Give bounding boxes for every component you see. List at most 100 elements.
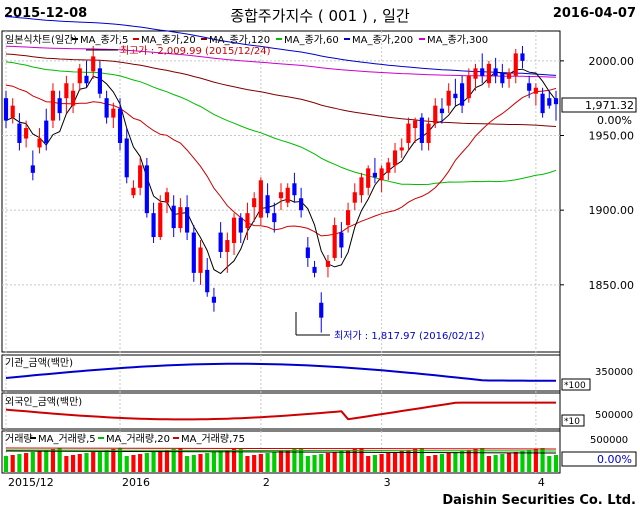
candle-body (433, 105, 438, 124)
legend-item: MA_종가,200 (352, 34, 413, 46)
volume-bar (205, 453, 210, 472)
candle-body (413, 120, 418, 129)
candle-body (292, 183, 297, 196)
candle-body (285, 187, 290, 203)
ma-line-200 (5, 16, 557, 76)
candle-body (225, 240, 230, 252)
volume-bar (527, 450, 532, 472)
candle-body (379, 168, 384, 181)
volume-bar (406, 450, 411, 472)
candle-body (372, 172, 377, 178)
candle-body (446, 90, 451, 106)
volume-bar (419, 448, 424, 472)
volume-change-box (561, 451, 637, 467)
volume-legend-item: 거래량 (5, 433, 33, 445)
volume-bar (352, 449, 357, 472)
candle-body (97, 68, 102, 94)
candle-body (164, 192, 170, 203)
volume-bar (77, 454, 82, 472)
price-change-pct: 0.00% (597, 114, 632, 127)
y-tick-label: 1900.00 (589, 204, 635, 217)
volume-bar (520, 451, 525, 472)
candle-body (493, 68, 498, 76)
candle-body (359, 177, 364, 196)
candle-body (245, 213, 250, 229)
volume-bar (238, 448, 243, 472)
x-tick-label: 3 (384, 476, 391, 489)
candle-body (345, 210, 351, 226)
volume-bar (553, 455, 559, 472)
chart-title: 종합주가지수 ( 001 ) , 일간 (230, 7, 410, 25)
volume-bar (138, 454, 143, 472)
candle-body (332, 225, 337, 258)
volume-bar (386, 453, 391, 472)
candle-body (218, 232, 223, 252)
candle-body (553, 98, 559, 105)
candle-body (171, 205, 176, 229)
candle-body (37, 138, 42, 148)
candle-body (144, 165, 149, 214)
inst-panel-label: 기관_금액(백만) (5, 357, 73, 369)
foreign-unit-box (561, 414, 585, 427)
candle-body (527, 83, 532, 91)
volume-bar (506, 453, 512, 472)
volume-bar (50, 449, 56, 472)
candle-body (439, 108, 445, 114)
volume-legend: 거래량 MA_거래량,5 MA_거래량,20 MA_거래량,75 (5, 433, 245, 445)
volume-bar (379, 454, 384, 472)
sub-panel-lines (5, 362, 556, 421)
volume-bar (30, 452, 35, 472)
volume-bar (299, 448, 304, 472)
volume-bar (339, 451, 344, 472)
volume-bar (493, 455, 498, 472)
high-note: 최고가 : 2,009.99 (2015/12/24) (120, 45, 271, 57)
price-legend: 일본식차트(일간) MA_종가,5 MA_종가,20 MA_종가,120 MA_종가,6… (5, 34, 488, 46)
volume-bar (366, 456, 371, 472)
volume-bar (473, 449, 478, 472)
volume-bar (325, 453, 331, 472)
volume-bar (231, 449, 237, 472)
candle-body (77, 68, 82, 84)
candle-body (238, 217, 243, 233)
volume-bar (466, 450, 471, 472)
volume-legend-item: MA_거래량,20 (106, 433, 170, 445)
candle-body (473, 68, 478, 79)
candle-body (3, 98, 9, 121)
volume-bar (44, 450, 49, 472)
candle-body (406, 123, 411, 143)
candle-body (151, 213, 156, 238)
volume-bar (104, 450, 109, 472)
volume-bar (111, 449, 116, 472)
legend-item: MA_종가,300 (427, 34, 488, 46)
candle-body (265, 195, 270, 214)
axis-labels: 2000.00 1950.00 1900.00 1850.00 2015/12 2016 2… (8, 55, 634, 489)
candle-body (352, 192, 357, 203)
low-note: 최저가 : 1,817.97 (2016/02/12) (334, 330, 485, 342)
candle-body (392, 150, 398, 166)
volume-bar (84, 453, 89, 472)
stock-chart: 2000.00 1950.00 1900.00 1850.00 2015/12 2016 2… (1, 16, 637, 489)
volume-bar (533, 449, 538, 472)
volume-bar (91, 452, 96, 472)
volume-bar (372, 455, 377, 472)
candle-body (533, 87, 538, 94)
candle-body (84, 75, 89, 84)
candle-body (272, 213, 277, 223)
footer-brand: Daishin Securities Co. Ltd. (442, 493, 636, 508)
foreign-panel-label: 외국인_금액(백만) (5, 396, 82, 408)
legend-item: MA_종가,60 (284, 34, 339, 46)
volume-bar (285, 450, 290, 472)
y-tick-label: 1850.00 (589, 279, 635, 292)
candle-body (319, 302, 324, 318)
candle-body (44, 120, 49, 143)
end-date: 2016-04-07 (552, 6, 636, 21)
volume-bar (392, 452, 398, 472)
candle-body (460, 83, 465, 106)
moving-average-lines (5, 16, 557, 275)
volume-bar (265, 453, 270, 472)
volume-bar (218, 451, 223, 472)
volume-bar (57, 448, 62, 472)
volume-bar (144, 453, 149, 472)
candle-body (50, 90, 56, 121)
volume-legend-item: MA_거래량,5 (38, 433, 96, 445)
